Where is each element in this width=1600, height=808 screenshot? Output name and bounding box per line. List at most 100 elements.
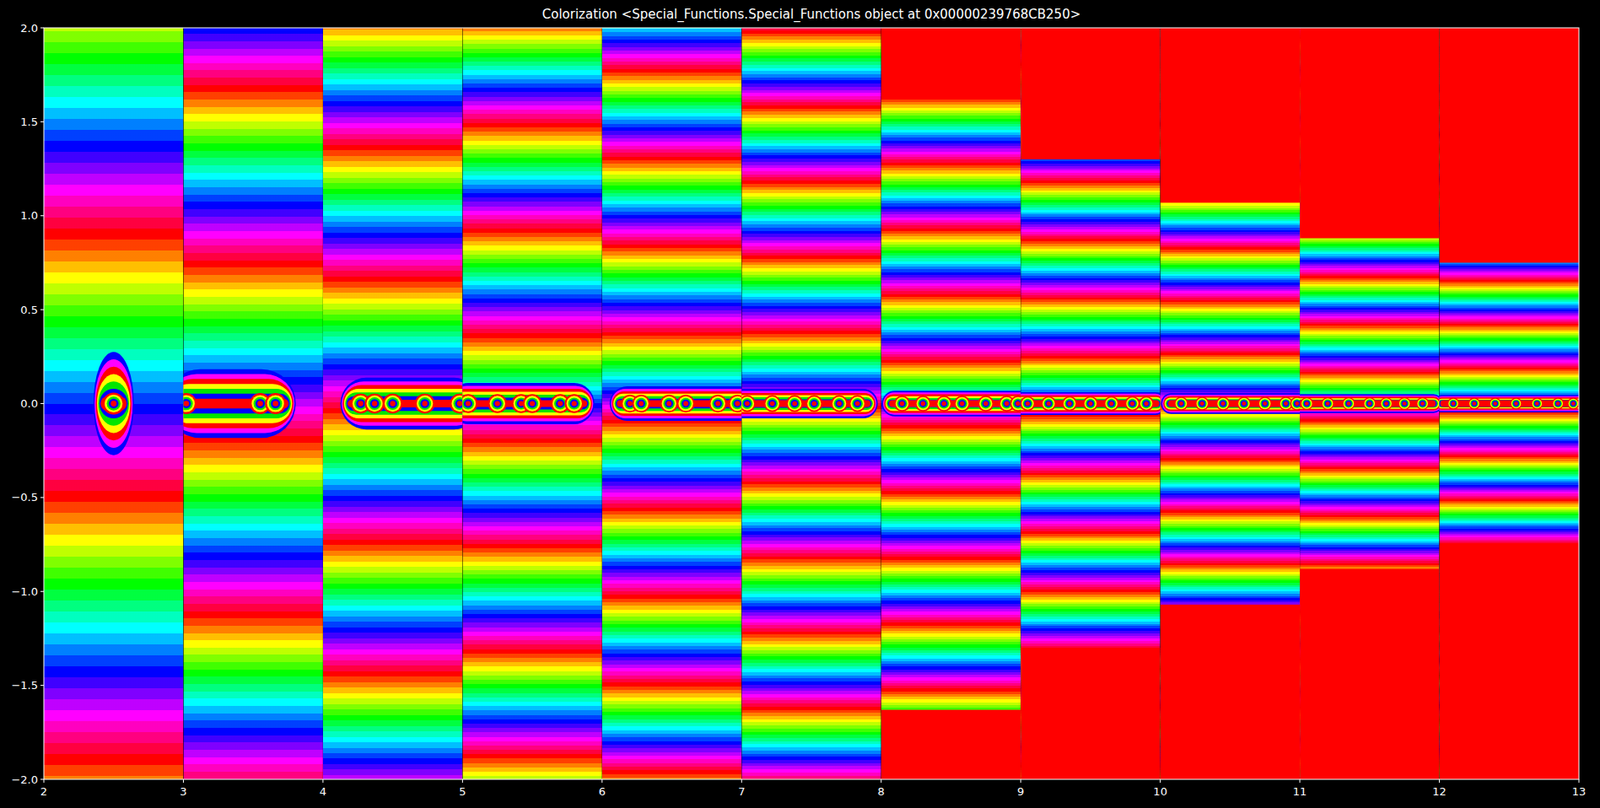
zero-ring	[1040, 396, 1056, 412]
zero-ring	[1261, 400, 1269, 408]
zero-ring	[807, 396, 821, 410]
zero-ring	[1011, 397, 1021, 410]
zero-ring	[855, 401, 861, 407]
zero-ring	[1291, 398, 1300, 410]
zero-ring	[678, 396, 693, 411]
zero	[894, 395, 911, 412]
saturation-bottom	[1439, 544, 1579, 780]
zero-ring	[387, 398, 398, 409]
zero-ring	[1293, 400, 1300, 408]
ring	[183, 383, 292, 424]
zero-ring	[832, 396, 846, 410]
zero-ring	[1063, 397, 1076, 410]
zero-ring	[1323, 399, 1332, 409]
zero-ring	[958, 399, 966, 408]
saturation-bottom	[881, 710, 1021, 780]
zero	[1104, 396, 1120, 412]
zero-ring	[418, 397, 431, 410]
ring	[1020, 392, 1160, 415]
zero-ring	[942, 401, 947, 406]
zero-ring	[495, 400, 501, 406]
zero-ring	[953, 395, 970, 412]
x-tick	[462, 779, 464, 783]
zero-ring	[571, 400, 577, 406]
zero-ring	[255, 398, 265, 409]
ring	[1439, 400, 1579, 408]
ring	[1299, 393, 1439, 413]
zero-ring	[1015, 401, 1020, 406]
zero-ring	[728, 394, 743, 413]
zero-ring	[664, 399, 674, 409]
panel	[1160, 27, 1300, 780]
y-tick-label: −1.5	[10, 678, 38, 692]
ring	[613, 393, 742, 414]
zero-ring	[1450, 400, 1457, 407]
x-tick-label: 11	[1292, 785, 1308, 798]
zero-ring	[1240, 400, 1248, 408]
zero-ring	[1260, 398, 1270, 409]
panel	[43, 27, 184, 780]
zero-ring	[1175, 398, 1188, 410]
title: Colorization <Special_Functions.Special_…	[542, 6, 1082, 23]
zero-ring	[1130, 401, 1135, 406]
zero-ring	[1303, 400, 1310, 407]
zero-ring	[253, 397, 268, 411]
zero-ring	[270, 398, 281, 409]
zero-ring	[938, 398, 949, 409]
zero-ring	[977, 395, 994, 412]
ring	[883, 392, 1021, 415]
zero-ring	[1571, 401, 1575, 405]
ring	[1439, 399, 1579, 408]
zero-ring	[1510, 398, 1523, 410]
panel-field	[43, 27, 184, 780]
zero-ring	[1238, 398, 1250, 410]
zero-ring	[1470, 399, 1478, 408]
ring	[96, 366, 132, 442]
zero-ring	[849, 395, 867, 413]
saturation-bottom	[1299, 569, 1439, 780]
zero-ring	[791, 401, 798, 407]
zero-ring	[851, 398, 863, 410]
zero-ring	[915, 395, 932, 412]
ring	[344, 388, 463, 419]
y-tick	[40, 779, 44, 781]
x-tick-label: 12	[1432, 785, 1447, 798]
zero-ring	[108, 398, 119, 410]
y-tick	[40, 403, 44, 405]
zero-ring	[808, 398, 820, 410]
x-tick	[1578, 779, 1580, 783]
ring	[1299, 395, 1439, 412]
zero-ring	[834, 398, 846, 410]
zero-ring	[1468, 398, 1481, 410]
ring	[183, 378, 293, 428]
zero-ring	[1535, 401, 1539, 405]
zero-ring	[710, 396, 725, 411]
zero	[183, 393, 197, 415]
ring	[342, 385, 463, 423]
zero-ring	[1088, 401, 1093, 406]
zero-ring	[1125, 397, 1138, 410]
zero-ring	[1472, 401, 1477, 405]
zero	[1530, 398, 1543, 410]
zero-ring	[627, 401, 633, 407]
ring	[183, 373, 295, 433]
zero-ring	[1200, 401, 1205, 406]
zero-ring	[1489, 398, 1502, 410]
zero-ring	[1400, 399, 1409, 409]
x-tick	[1159, 779, 1161, 783]
zero-ring	[386, 397, 399, 410]
zero-ring	[1321, 397, 1335, 410]
plot-area	[43, 27, 1579, 780]
zero	[728, 394, 743, 413]
x-tick	[183, 779, 184, 783]
zero-ring	[1259, 398, 1272, 410]
panel	[462, 27, 602, 780]
ring	[462, 391, 591, 415]
zero-ring	[1567, 398, 1579, 410]
panel-field	[881, 27, 1021, 780]
zero-ring	[488, 393, 507, 413]
zero-ring	[1281, 398, 1291, 409]
zero-ring	[1009, 395, 1021, 412]
zero-ring	[1280, 398, 1293, 410]
zero-ring	[462, 397, 475, 410]
